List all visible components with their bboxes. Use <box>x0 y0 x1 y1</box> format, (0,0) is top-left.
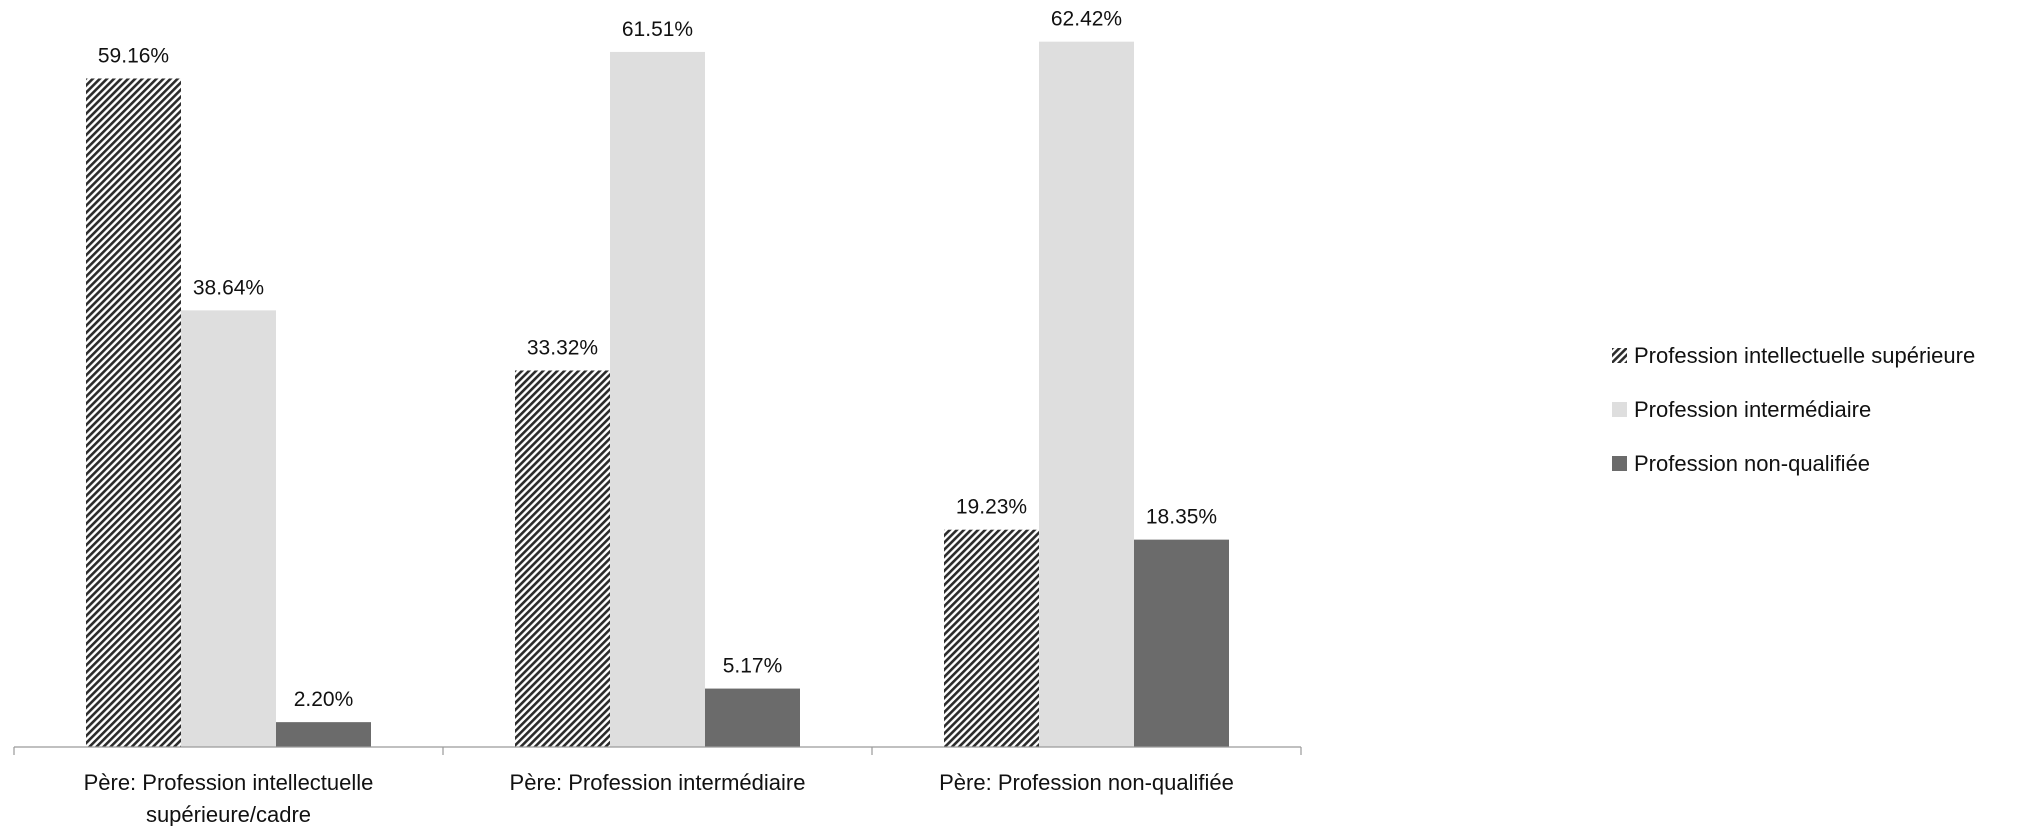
x-tick-label: Père: Profession intellectuelle supérieur… <box>84 770 374 826</box>
legend-swatch <box>1612 402 1627 417</box>
bar <box>181 310 276 747</box>
legend-swatch <box>1612 456 1627 471</box>
legend-swatch <box>1612 348 1627 363</box>
data-label: 19.23% <box>956 496 1027 519</box>
legend: Profession intellectuelle supérieure Prof… <box>1612 343 1975 476</box>
bar <box>610 51 705 747</box>
legend-label: Profession intermédiaire <box>1634 397 1871 422</box>
bar <box>944 529 1039 747</box>
plot-area: 59.16% 38.64% 2.20% 33.32% 61.51% 5.17% 19.23%… <box>13 8 1302 826</box>
bar <box>1134 539 1229 747</box>
bar <box>705 688 800 747</box>
x-tick-label: Père: Profession intermédiaire <box>510 770 806 795</box>
data-label: 38.64% <box>193 276 264 299</box>
data-label: 5.17% <box>723 655 783 678</box>
data-label: 62.42% <box>1051 8 1122 31</box>
data-label: 18.35% <box>1146 506 1217 529</box>
data-label: 61.51% <box>622 18 693 41</box>
bar <box>86 78 181 747</box>
bar <box>276 722 371 747</box>
legend-label: Profession intellectuelle supérieure <box>1634 343 1975 368</box>
x-tick-label: Père: Profession non-qualifiée <box>939 770 1234 795</box>
data-label: 2.20% <box>294 688 354 711</box>
data-label: 59.16% <box>98 44 169 67</box>
bar <box>1039 41 1134 748</box>
data-label: 33.32% <box>527 336 598 359</box>
bar <box>515 370 610 747</box>
legend-label: Profession non-qualifiée <box>1634 451 1870 476</box>
